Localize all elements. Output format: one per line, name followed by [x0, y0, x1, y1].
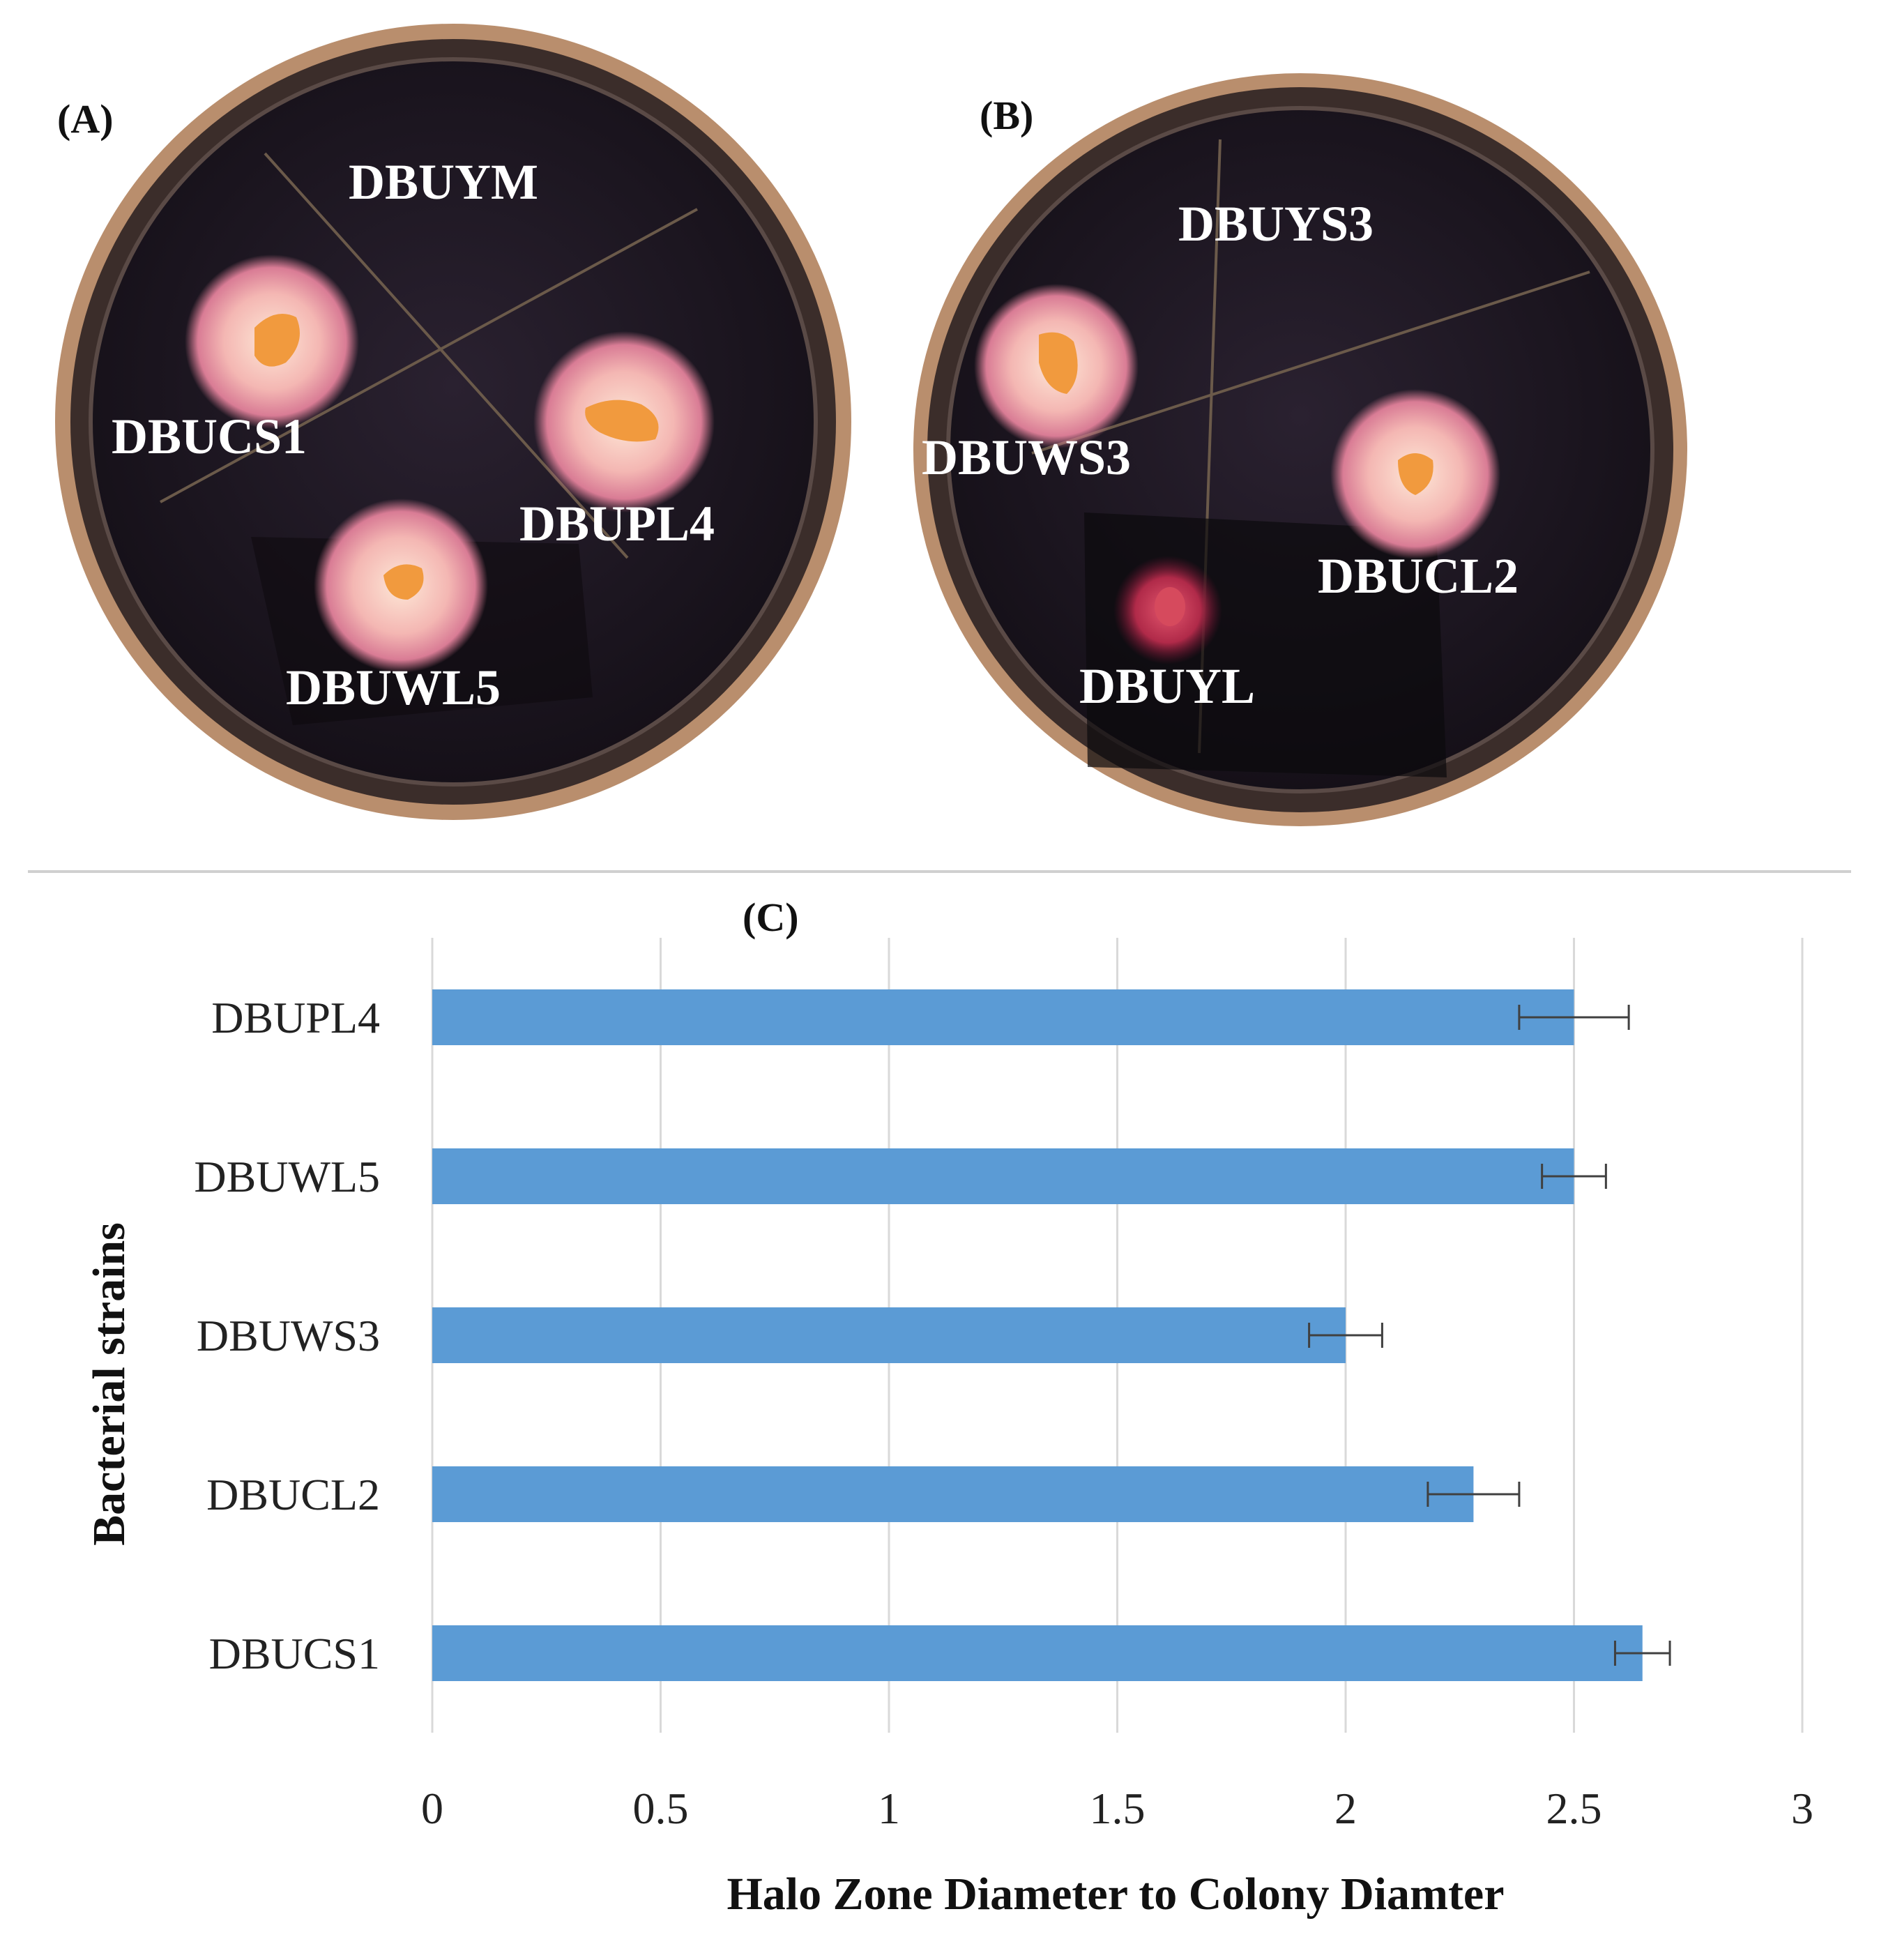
y-tick-label: DBUWS3	[197, 1311, 380, 1360]
plate-b-strain-2: DBUWS3	[922, 430, 1131, 485]
plate-scratch-a1	[160, 208, 698, 503]
plate-a-strain-1: DBUYM	[349, 154, 538, 210]
bar-dbucl2	[432, 1466, 1474, 1522]
petri-dish-b: DBUYS3 DBUWS3 DBUCL2 DBUYL	[913, 73, 1687, 826]
error-bar-dbuwl5	[1541, 1164, 1607, 1189]
chart-bars	[432, 989, 1643, 1681]
panel-c-label: (C)	[743, 895, 799, 940]
panel-b-label: (B)	[980, 93, 1033, 138]
error-bar-dbuws3	[1308, 1323, 1383, 1348]
x-tick-labels: 0 0.5 1 1.5 2 2.5 3	[421, 1784, 1813, 1833]
x-tick-label: 0.5	[633, 1784, 689, 1833]
plate-scratch-b1	[1031, 271, 1590, 455]
chart-error-bars	[1308, 1005, 1671, 1666]
colony-b-1	[1039, 332, 1078, 394]
bar-dbucs1	[432, 1625, 1643, 1681]
x-tick-label: 3	[1791, 1784, 1813, 1833]
y-tick-label: DBUCL2	[206, 1470, 380, 1519]
colony-a-2	[585, 400, 659, 442]
plate-a-strain-3: DBUPL4	[519, 496, 715, 552]
error-bar-dbupl4	[1518, 1005, 1630, 1030]
y-tick-label: DBUWL5	[194, 1152, 380, 1201]
y-tick-label: DBUPL4	[211, 993, 380, 1042]
x-axis-title: Halo Zone Diameter to Colony Diamter	[727, 1869, 1504, 1920]
panel-c: (C) DBUPL4 DBUWL5 DBUWS3 DBUCL2 DBUCS1 0 0.5 1…	[84, 895, 1813, 1920]
x-tick-label: 1	[878, 1784, 900, 1833]
bar-dbupl4	[432, 989, 1574, 1045]
panel-a-label: (A)	[57, 96, 114, 142]
plate-a-strain-4: DBUWL5	[286, 660, 501, 715]
x-tick-label: 2	[1334, 1784, 1357, 1833]
y-tick-labels: DBUPL4 DBUWL5 DBUWS3 DBUCL2 DBUCS1	[194, 993, 380, 1678]
x-tick-label: 2.5	[1546, 1784, 1602, 1833]
bar-dbuws3	[432, 1307, 1346, 1363]
y-tick-label: DBUCS1	[209, 1629, 380, 1678]
plate-b-strain-4: DBUYL	[1079, 658, 1255, 714]
x-tick-label: 0	[421, 1784, 443, 1833]
plate-a-strain-2: DBUCS1	[112, 409, 307, 464]
bar-dbuwl5	[432, 1148, 1574, 1204]
petri-dish-a: DBUYM DBUCS1 DBUPL4 DBUWL5	[55, 24, 851, 820]
y-axis-title: Bacterial strains	[84, 1222, 135, 1546]
panel-b: (B) DBUYS3 DBUWS3 DBUCL2 DBUYL	[913, 73, 1687, 826]
plate-b-strain-3: DBUCL2	[1318, 548, 1519, 604]
colony-b-3	[1155, 587, 1185, 626]
colony-a-3	[383, 564, 424, 600]
colony-b-2	[1398, 453, 1433, 495]
panel-a: (A) DBUYM DBUCS1 DBUPL4 DBUWL5	[55, 24, 851, 820]
colony-a-1	[254, 314, 300, 367]
x-tick-label: 1.5	[1090, 1784, 1146, 1833]
error-bar-dbucs1	[1613, 1641, 1671, 1666]
plate-b-strain-1: DBUYS3	[1178, 196, 1374, 252]
error-bar-dbucl2	[1427, 1482, 1521, 1507]
